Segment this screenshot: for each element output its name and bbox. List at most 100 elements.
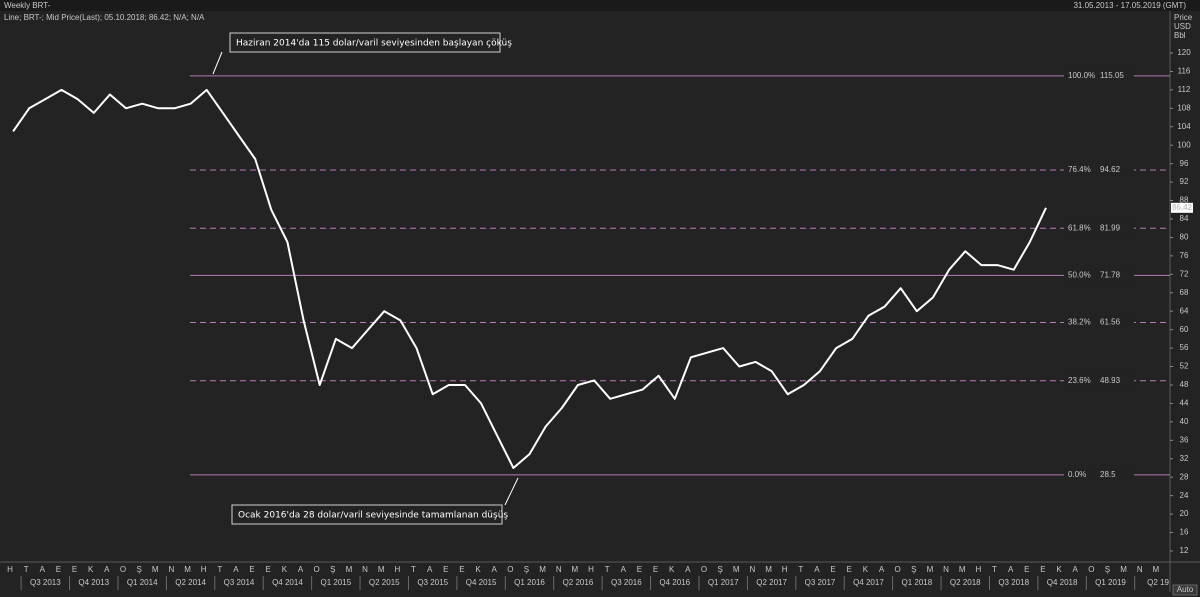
y-tick-label: 72: [1180, 269, 1189, 278]
y-tick-label: 64: [1180, 306, 1189, 315]
month-label: O: [1088, 565, 1094, 574]
month-label: N: [943, 565, 949, 574]
quarter-label: Q2 2015: [369, 578, 400, 587]
month-label: N: [1137, 565, 1143, 574]
annotation-box: [231, 504, 503, 525]
fib-label-bg: [1064, 70, 1134, 81]
quarter-label: Q1 2015: [320, 578, 351, 587]
month-label: K: [475, 565, 481, 574]
month-label: Ş: [911, 565, 916, 574]
month-label: K: [282, 565, 288, 574]
quarter-label: Q4 2017: [853, 578, 884, 587]
y-tick-label: 36: [1180, 435, 1189, 444]
month-label: H: [394, 565, 400, 574]
fib-percent: 23.6%: [1068, 376, 1091, 385]
y-tick-label: 16: [1180, 528, 1189, 537]
month-label: A: [1072, 565, 1078, 574]
y-tick-label: 28: [1180, 472, 1189, 481]
month-label: O: [314, 565, 320, 574]
quarter-label: Q1 2016: [514, 578, 545, 587]
fib-label-bg: [1064, 223, 1134, 234]
quarter-label: Q3 2018: [998, 578, 1029, 587]
month-label: K: [669, 565, 675, 574]
annotation-box: [229, 32, 501, 53]
axis-label: USD: [1174, 22, 1191, 31]
fib-value: 71.78: [1100, 270, 1121, 279]
y-tick-label: 32: [1180, 454, 1189, 463]
month-label: M: [1153, 565, 1160, 574]
month-label: M: [765, 565, 772, 574]
month-label: H: [201, 565, 207, 574]
month-label: E: [443, 565, 448, 574]
month-label: N: [556, 565, 562, 574]
fib-label-bg: [1064, 270, 1134, 281]
month-label: A: [104, 565, 110, 574]
month-label: Ş: [717, 565, 722, 574]
month-label: H: [782, 565, 788, 574]
y-tick-label: 88: [1180, 196, 1189, 205]
fib-percent: 76.4%: [1068, 165, 1091, 174]
month-label: N: [362, 565, 368, 574]
header-bar: [0, 0, 1200, 11]
fib-value: 48.93: [1100, 376, 1121, 385]
quarter-label: Q3 2014: [224, 578, 255, 587]
month-label: E: [56, 565, 61, 574]
quarter-label: Q4 2016: [659, 578, 690, 587]
month-label: A: [491, 565, 497, 574]
y-tick-label: 112: [1178, 85, 1191, 94]
month-label: O: [120, 565, 126, 574]
month-label: T: [24, 565, 29, 574]
month-label: E: [266, 565, 271, 574]
date-range: 31.05.2013 - 17.05.2019 (GMT): [1073, 1, 1186, 10]
quarter-label: Q3 2016: [611, 578, 642, 587]
quarter-label: Q4 2015: [466, 578, 497, 587]
y-tick-label: 24: [1180, 491, 1189, 500]
month-label: H: [7, 565, 13, 574]
auto-label[interactable]: Auto: [1177, 585, 1194, 594]
legend-line: Line; BRT-; Mid Price(Last); 05.10.2018;…: [4, 13, 205, 22]
quarter-label: Q3 2015: [417, 578, 448, 587]
quarter-label: Q2 2017: [756, 578, 787, 587]
month-label: A: [1008, 565, 1014, 574]
month-label: M: [733, 565, 740, 574]
month-label: T: [411, 565, 416, 574]
month-label: E: [830, 565, 835, 574]
fib-percent: 50.0%: [1068, 270, 1091, 279]
month-label: Ş: [330, 565, 335, 574]
month-label: M: [346, 565, 353, 574]
y-tick-label: 108: [1177, 103, 1191, 112]
auto-button[interactable]: [1172, 584, 1198, 596]
y-tick-label: 60: [1180, 325, 1189, 334]
y-tick-label: 104: [1177, 122, 1191, 131]
y-tick-label: 68: [1180, 288, 1189, 297]
month-label: E: [1024, 565, 1029, 574]
y-tick-label: 120: [1177, 48, 1191, 57]
fib-value: 28.5: [1100, 470, 1116, 479]
axis-label: Price: [1174, 13, 1193, 22]
month-label: O: [507, 565, 513, 574]
month-label: M: [572, 565, 579, 574]
y-tick-label: 76: [1180, 251, 1189, 260]
y-tick-label: 100: [1177, 140, 1191, 149]
y-tick-label: 116: [1178, 67, 1191, 76]
month-label: K: [863, 565, 869, 574]
fib-label-bg: [1064, 317, 1134, 328]
y-tick-label: 52: [1180, 362, 1189, 371]
month-label: A: [40, 565, 46, 574]
month-label: M: [184, 565, 191, 574]
fib-percent: 38.2%: [1068, 318, 1091, 327]
quarter-label: Q2 19: [1147, 578, 1169, 587]
last-price-box: [1171, 202, 1193, 213]
y-tick-label: 12: [1180, 546, 1189, 555]
month-label: Ş: [136, 565, 141, 574]
fib-percent: 0.0%: [1068, 470, 1086, 479]
callout-line: [212, 51, 223, 75]
month-label: Ş: [1105, 565, 1110, 574]
quarter-label: Q1 2019: [1095, 578, 1126, 587]
y-tick-label: 40: [1180, 417, 1189, 426]
month-label: A: [298, 565, 304, 574]
month-label: K: [88, 565, 94, 574]
month-label: T: [992, 565, 997, 574]
